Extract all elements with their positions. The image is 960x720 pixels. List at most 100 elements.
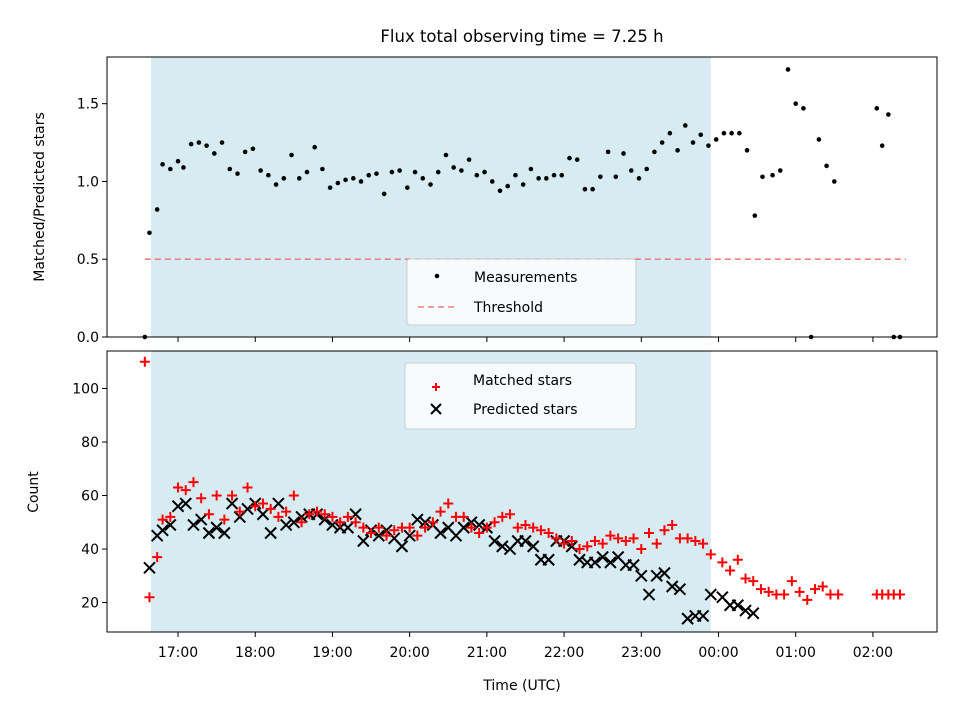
matched-point: [705, 549, 716, 560]
predicted-point: [143, 561, 156, 574]
predicted-point: [264, 526, 277, 540]
matched-point: [381, 530, 392, 541]
measurement-point: [613, 174, 619, 180]
measurement-point: [350, 176, 356, 181]
matched-point: [512, 522, 523, 533]
top-y-axis: 0.0 0.5 1.0 1.5: [77, 97, 107, 346]
measurement-point: [520, 182, 526, 187]
matched-point: [755, 584, 766, 595]
predicted-point: [747, 607, 760, 620]
matched-point: [157, 514, 168, 525]
predicted-point: [739, 604, 752, 617]
matched-point: [144, 592, 155, 603]
bottom-y-axis: 20 40 60 80 100: [72, 381, 107, 612]
x-tick-label: 02:00: [853, 645, 893, 661]
matched-point: [605, 530, 616, 541]
x-tick-label: 18:00: [235, 645, 275, 661]
measurement-point: [886, 112, 891, 117]
top-y-label: Matched/Predicted stars: [32, 112, 48, 282]
matched-point: [582, 541, 593, 552]
measurement-point: [528, 166, 534, 172]
legend-threshold-label: Threshold: [473, 300, 543, 316]
measurement-point: [675, 148, 680, 153]
legend-measurements-marker: [434, 273, 440, 279]
legend-predicted-marker: [430, 403, 442, 415]
matched-point: [173, 482, 184, 493]
legend-measurements-label: Measurements: [474, 270, 577, 286]
measurement-point: [304, 169, 310, 175]
measurement-point: [242, 149, 248, 155]
measurement-point: [320, 166, 325, 172]
matched-point: [319, 509, 330, 520]
measurement-point: [777, 168, 783, 173]
predicted-point: [194, 513, 208, 526]
measurement-point: [168, 166, 173, 172]
predicted-point: [627, 558, 640, 572]
top-measurements-group: [142, 67, 903, 340]
measurement-point: [258, 168, 263, 173]
matched-point: [535, 525, 546, 536]
measurement-point: [582, 186, 588, 192]
bottom-y-label: Count: [26, 471, 42, 513]
predicted-point: [588, 556, 602, 569]
measurement-point: [443, 152, 449, 158]
measurement-point: [879, 143, 885, 148]
matched-point: [327, 511, 338, 522]
measurement-point: [574, 157, 580, 162]
matched-point: [296, 517, 307, 528]
x-tick-label: 00:00: [698, 645, 738, 661]
measurement-point: [644, 166, 649, 172]
matched-point: [817, 581, 828, 592]
matched-point: [273, 511, 284, 522]
measurement-point: [770, 172, 775, 178]
measurement-point: [235, 171, 240, 176]
measurement-point: [652, 149, 657, 155]
measurement-point: [801, 106, 806, 111]
measurement-point: [188, 141, 194, 147]
bottom-y-tick-label: 100: [72, 381, 99, 397]
measurement-point: [482, 169, 487, 175]
matched-point: [420, 522, 431, 533]
matched-point: [810, 584, 821, 595]
measurement-point: [505, 183, 511, 189]
matched-point: [505, 509, 516, 520]
bottom-legend: Matched stars Predicted stars: [404, 362, 637, 430]
predicted-point: [596, 550, 609, 564]
predicted-point: [542, 553, 555, 566]
measurement-point: [412, 169, 418, 175]
top-panel: 0.0 0.5 1.0 1.5 Matched/Predicted stars Mea…: [32, 56, 938, 346]
legend-matched-marker: [432, 383, 440, 391]
legend-matched-label: Matched stars: [473, 373, 572, 389]
measurement-point: [832, 179, 837, 184]
bottom-legend-box: [404, 362, 637, 430]
x-tick-label: 01:00: [776, 645, 816, 661]
matched-point: [589, 536, 600, 547]
measurement-point: [420, 176, 426, 181]
measurement-point: [405, 185, 410, 190]
matched-point: [242, 482, 253, 493]
matched-point: [566, 536, 577, 547]
matched-point: [682, 533, 693, 544]
predicted-point: [225, 497, 239, 510]
matched-point: [698, 538, 709, 549]
matched-point: [312, 506, 323, 517]
bottom-y-tick-label: 40: [81, 542, 99, 558]
measurement-point: [744, 148, 750, 153]
measurement-point: [559, 172, 565, 178]
top-y-tick-label: 1.5: [77, 97, 99, 113]
matched-point: [620, 536, 631, 547]
x-tick-label: 22:00: [544, 645, 584, 661]
predicted-point: [272, 497, 285, 510]
matched-point: [404, 522, 415, 533]
measurement-point: [397, 168, 402, 173]
predicted-point: [665, 580, 679, 593]
measurement-point: [682, 123, 688, 128]
predicted-point: [411, 513, 424, 526]
measurement-point: [706, 143, 711, 148]
predicted-point: [488, 534, 501, 548]
matched-point: [281, 506, 292, 517]
matched-point: [597, 538, 608, 549]
measurement-point: [381, 191, 387, 197]
matched-point: [180, 485, 191, 496]
measurement-point: [667, 130, 673, 136]
